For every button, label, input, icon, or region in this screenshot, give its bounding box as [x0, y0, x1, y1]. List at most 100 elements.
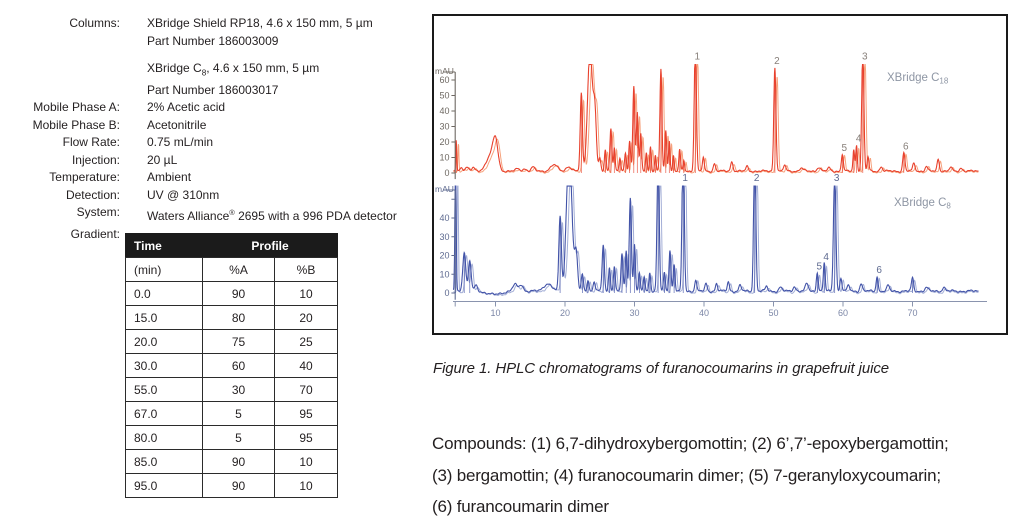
- method-label: Mobile Phase B:: [32, 117, 120, 132]
- method-label: [28, 60, 120, 82]
- y-tick-label: 60: [439, 75, 449, 85]
- method-value: XBridge C8, 4.6 x 150 mm, 5 µm: [147, 61, 320, 78]
- y-tick-label: 40: [439, 106, 449, 116]
- method-row: XBridge C8, 4.6 x 150 mm, 5 µm: [28, 60, 397, 82]
- method-value: XBridge Shield RP18, 4.6 x 150 mm, 5 µm: [147, 16, 373, 30]
- y-axis-unit-label: mAU: [435, 66, 454, 76]
- x-tick-label: 30: [629, 308, 639, 318]
- table-cell: 30: [202, 377, 275, 402]
- peak-label-1: 1: [682, 173, 688, 184]
- chart-frame: [432, 14, 1008, 335]
- table-cell: 95.0: [125, 473, 203, 498]
- y-tick-label: 0: [444, 288, 449, 298]
- x-tick-label: 70: [907, 308, 917, 318]
- chart-title-c8: XBridge C8: [894, 197, 951, 211]
- method-row: Mobile Phase A: 2% Acetic acid: [28, 99, 397, 117]
- y-tick-label: 10: [439, 269, 449, 279]
- table-cell: 55.0: [125, 377, 203, 402]
- method-label: Injection:: [71, 152, 120, 167]
- compounds-legend: Compounds: (1) 6,7-dihydroxybergomottin;…: [432, 428, 949, 523]
- gradient-table-header: Time Profile (min) %A %B: [125, 233, 338, 282]
- y-tick-label: 30: [439, 232, 449, 242]
- table-cell: 90: [202, 281, 275, 306]
- table-row: 95.0 90 10: [125, 473, 338, 498]
- y-tick-label: 10: [439, 153, 449, 163]
- method-row: Mobile Phase B: Acetonitrile: [28, 117, 397, 135]
- method-row: Temperature: Ambient: [28, 169, 397, 187]
- peak-label-5: 5: [842, 143, 848, 154]
- method-value: 0.75 mL/min: [147, 135, 214, 150]
- table-row: 85.0 90 10: [125, 449, 338, 474]
- method-label: Temperature:: [49, 170, 120, 185]
- peak-label-1: 1: [695, 52, 701, 63]
- method-row: Gradient:: [28, 226, 397, 244]
- figure-caption: Figure 1. HPLC chromatograms of furanoco…: [433, 360, 890, 377]
- x-tick-label: 60: [838, 308, 848, 318]
- x-tick-label: 50: [768, 308, 778, 318]
- chromatogram-trace-c8: [452, 185, 979, 295]
- method-conditions: Columns: XBridge Shield RP18, 4.6 x 150 m…: [28, 15, 397, 243]
- method-value: Waters Alliance® 2695 with a 996 PDA det…: [147, 208, 397, 224]
- y-tick-label: 0: [444, 168, 449, 178]
- peak-label-2: 2: [754, 173, 760, 184]
- table-cell: 5: [202, 425, 275, 450]
- table-cell: 80: [202, 305, 275, 330]
- method-label: [28, 50, 120, 60]
- table-cell: 85.0: [125, 449, 203, 474]
- table-row: 55.0 30 70: [125, 377, 338, 402]
- chromatogram-trace-c18: [453, 63, 979, 173]
- method-label: [28, 33, 120, 51]
- table-cell: 20: [274, 305, 338, 330]
- table-row: 15.0 80 20: [125, 305, 338, 330]
- table-row: 0.0 90 10: [125, 281, 338, 306]
- col-subheader-pct-a: %A: [202, 257, 275, 282]
- method-row: Flow Rate: 0.75 mL/min: [28, 134, 397, 152]
- table-cell: 80.0: [125, 425, 203, 450]
- method-value: Part Number 186003017: [147, 82, 279, 97]
- table-cell: 70: [274, 377, 338, 402]
- gradient-table: Time Profile (min) %A %B 0.0 90 10 15.0 80 20…: [125, 233, 338, 498]
- peak-label-2: 2: [774, 56, 780, 67]
- table-cell: 90: [202, 449, 275, 474]
- chromatogram-figure: mAU 0 10 20 30 40 50 60 1 2 5 4 3 6 XBridge C18 mAU 0 10 2…: [432, 14, 1008, 335]
- chromatogram-trace-light-c18: [453, 64, 979, 174]
- method-label: Flow Rate:: [62, 135, 120, 150]
- gradient-table-body: 0.0 90 10 15.0 80 20 20.0 75 25 30.0 60 40 55.0 30 70 6…: [125, 281, 338, 498]
- peak-label-4: 4: [823, 252, 829, 263]
- method-label: System:: [76, 205, 120, 220]
- method-row: Injection: 20 µL: [28, 152, 397, 170]
- table-cell: 15.0: [125, 305, 203, 330]
- peak-label-6: 6: [903, 141, 909, 152]
- x-tick-label: 40: [699, 308, 709, 318]
- method-value: 2% Acetic acid: [147, 100, 226, 115]
- table-row: 80.0 5 95: [125, 425, 338, 450]
- method-row: System: Waters Alliance® 2695 with a 996 …: [28, 204, 397, 226]
- method-value: Ambient: [147, 170, 192, 185]
- table-cell: 95: [274, 425, 338, 450]
- table-row: 20.0 75 25: [125, 329, 338, 354]
- method-label: [28, 82, 120, 100]
- method-row: Part Number 186003017: [28, 82, 397, 100]
- peak-label-6: 6: [876, 265, 882, 276]
- table-cell: 60: [202, 353, 275, 378]
- table-cell: 30.0: [125, 353, 203, 378]
- x-tick-label: 10: [490, 308, 500, 318]
- x-tick-label: 20: [560, 308, 570, 318]
- method-row: Part Number 186003009: [28, 33, 397, 51]
- method-row: [28, 50, 397, 60]
- method-label: Gradient:: [70, 226, 120, 241]
- y-tick-label: 20: [439, 137, 449, 147]
- table-cell: 5: [202, 401, 275, 426]
- table-cell: 90: [202, 473, 275, 498]
- y-axis-unit-label: mAU: [435, 184, 454, 194]
- method-row: Columns: XBridge Shield RP18, 4.6 x 150 m…: [28, 15, 397, 33]
- table-cell: 95: [274, 401, 338, 426]
- y-tick-label: 40: [439, 213, 449, 223]
- y-tick-label: 50: [439, 91, 449, 101]
- col-subheader-min: (min): [125, 257, 203, 282]
- table-cell: 67.0: [125, 401, 203, 426]
- chromatogram-trace-light-c8: [453, 185, 979, 297]
- table-cell: 40: [274, 353, 338, 378]
- col-subheader-pct-b: %B: [274, 257, 338, 282]
